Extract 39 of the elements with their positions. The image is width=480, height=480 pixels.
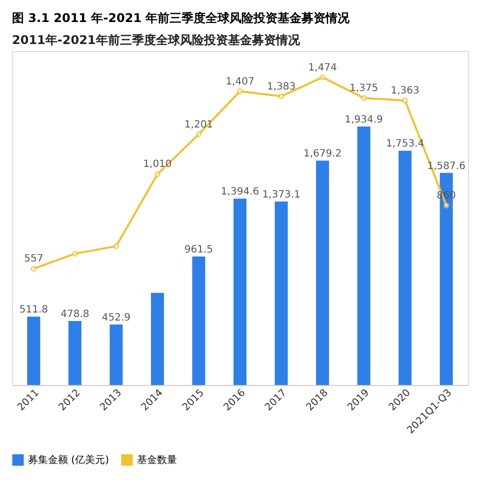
data-label: 1,474 (308, 62, 337, 74)
bar (316, 160, 330, 385)
point (402, 97, 408, 104)
bar (110, 324, 123, 385)
point (443, 202, 450, 208)
data-label: 511.8 (19, 304, 48, 316)
point (196, 131, 202, 138)
legend-label: 基金数量 (137, 454, 177, 466)
point (320, 74, 326, 80)
data-label: 1,383 (266, 81, 296, 92)
data-label: 1,373.1 (262, 190, 300, 201)
data-label: 557 (24, 254, 44, 265)
bar (398, 150, 412, 385)
data-label: 1,407 (226, 76, 254, 88)
point (113, 243, 120, 250)
data-label: 1,375 (349, 82, 378, 94)
point (154, 171, 160, 178)
chart-title: 图 3.1 2011 年-2021 年前三季度全球风险投资基金募资情况 (12, 11, 351, 25)
bar (192, 256, 206, 385)
bar (234, 198, 246, 385)
data-label: 1,394.6 (220, 186, 260, 198)
data-label: 1,363 (390, 85, 420, 96)
data-label: 452.9 (102, 312, 131, 324)
point (30, 266, 37, 272)
bar (150, 292, 164, 385)
point (72, 250, 78, 257)
bar (357, 126, 370, 385)
data-label: 1,679.2 (303, 148, 342, 160)
data-label: 1,934.9 (344, 114, 383, 126)
point (237, 88, 243, 94)
bar (274, 202, 288, 385)
point (360, 94, 367, 101)
chart-subtitle: 2011年-2021年前三季度全球风险投资基金募资情况 (12, 33, 301, 47)
bar (27, 316, 40, 385)
data-label: 478.8 (60, 309, 90, 320)
bar (68, 321, 82, 385)
legend-label: 募集金额 (亿美元) (28, 454, 110, 466)
data-label: 961.5 (184, 244, 214, 256)
point (278, 93, 284, 100)
